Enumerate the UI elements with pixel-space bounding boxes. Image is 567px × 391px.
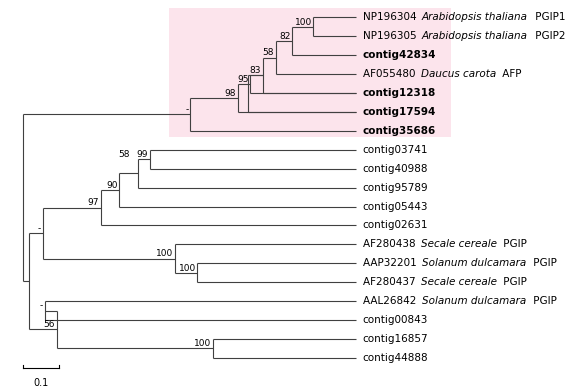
Text: contig05443: contig05443 [363, 201, 428, 212]
Text: contig03741: contig03741 [363, 145, 428, 155]
Text: 95: 95 [237, 75, 248, 84]
Text: PGIP: PGIP [500, 277, 527, 287]
Text: contig40988: contig40988 [363, 164, 428, 174]
Text: contig02631: contig02631 [363, 221, 428, 230]
Text: contig95789: contig95789 [363, 183, 428, 193]
Text: 98: 98 [225, 89, 236, 98]
Text: Solanum dulcamara: Solanum dulcamara [422, 296, 526, 306]
Text: Secale cereale: Secale cereale [421, 239, 497, 249]
Text: 100: 100 [179, 264, 196, 273]
Text: -: - [38, 224, 41, 233]
Text: contig17594: contig17594 [363, 107, 436, 117]
Text: PGIP: PGIP [500, 239, 527, 249]
Text: -: - [40, 301, 43, 310]
Text: Secale cereale: Secale cereale [421, 277, 497, 287]
Text: AF280438: AF280438 [363, 239, 418, 249]
Text: Solanum dulcamara: Solanum dulcamara [422, 258, 526, 268]
Text: Arabidopsis thaliana: Arabidopsis thaliana [422, 13, 528, 22]
Bar [170, 8, 451, 136]
Text: 97: 97 [87, 199, 99, 208]
Text: PGIP: PGIP [530, 258, 557, 268]
Text: contig16857: contig16857 [363, 334, 428, 344]
Text: 100: 100 [155, 249, 173, 258]
Text: PGIP1: PGIP1 [532, 13, 565, 22]
Text: contig42834: contig42834 [363, 50, 436, 60]
Text: 83: 83 [249, 66, 261, 75]
Text: NP196304: NP196304 [363, 13, 420, 22]
Text: -: - [185, 105, 189, 114]
Text: 90: 90 [106, 181, 118, 190]
Text: 58: 58 [119, 150, 130, 159]
Text: NP196305: NP196305 [363, 31, 420, 41]
Text: 99: 99 [137, 150, 149, 159]
Text: AAP32201: AAP32201 [363, 258, 420, 268]
Text: 82: 82 [280, 32, 291, 41]
Text: AF055480: AF055480 [363, 69, 418, 79]
Text: 58: 58 [263, 48, 274, 57]
Text: 0.1: 0.1 [33, 378, 49, 388]
Text: 100: 100 [294, 18, 312, 27]
Text: contig44888: contig44888 [363, 353, 428, 363]
Text: contig00843: contig00843 [363, 315, 428, 325]
Text: Arabidopsis thaliana: Arabidopsis thaliana [422, 31, 528, 41]
Text: 100: 100 [194, 339, 211, 348]
Text: contig35686: contig35686 [363, 126, 436, 136]
Text: AF280437: AF280437 [363, 277, 418, 287]
Text: PGIP: PGIP [530, 296, 557, 306]
Text: Daucus carota: Daucus carota [421, 69, 496, 79]
Text: AAL26842: AAL26842 [363, 296, 420, 306]
Text: PGIP2: PGIP2 [532, 31, 565, 41]
Text: contig12318: contig12318 [363, 88, 436, 98]
Text: 56: 56 [44, 320, 55, 329]
Text: AFP: AFP [499, 69, 522, 79]
